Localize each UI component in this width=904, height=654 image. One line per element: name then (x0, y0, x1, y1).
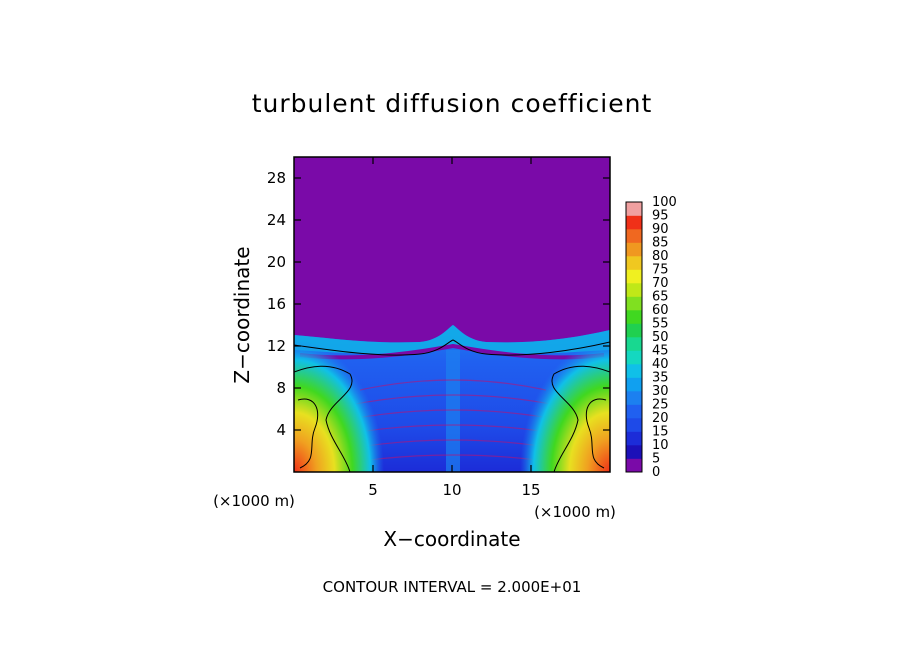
colorbar-label: 25 (652, 398, 669, 413)
plot-area (294, 157, 610, 472)
y-axis-title: Z−coordinate (230, 246, 254, 383)
left-edge-hotspot (294, 340, 384, 472)
contour-lines (294, 339, 610, 472)
chart-title: turbulent diffusion coefficient (252, 89, 653, 118)
colorbar-swatch (626, 337, 642, 351)
colorbar-swatch (626, 202, 642, 216)
x-tick-label: 5 (368, 481, 378, 499)
colorbar-label: 55 (652, 317, 669, 332)
colorbar-label: 75 (652, 263, 669, 278)
x-tick-label: 10 (442, 481, 461, 499)
central-plume (446, 350, 460, 472)
colorbar-label: 40 (652, 357, 669, 372)
colorbar-swatch (626, 283, 642, 297)
colorbar-label: 85 (652, 236, 669, 251)
colorbar-label: 80 (652, 249, 669, 264)
right-edge-hotspot (520, 340, 610, 472)
colorbar-swatch (626, 445, 642, 459)
y-tick-label: 20 (267, 253, 286, 271)
colorbar-label: 95 (652, 209, 669, 224)
y-tick-label: 16 (267, 295, 286, 313)
colorbar-label: 0 (652, 465, 660, 480)
colorbar-swatch (626, 323, 642, 338)
x-axis-title: X−coordinate (383, 527, 520, 551)
contour-interval-label: CONTOUR INTERVAL = 2.000E+01 (323, 578, 582, 596)
colorbar-swatch (626, 404, 642, 419)
colorbar-swatch (626, 256, 642, 270)
colorbar-swatch (626, 242, 642, 257)
colorbar-swatch (626, 431, 642, 446)
colorbar-swatch (626, 364, 642, 378)
colorbar-labels: 0510152025303540455055606570758085909510… (652, 195, 677, 480)
colorbar-label: 15 (652, 425, 669, 440)
colorbar-label: 50 (652, 330, 669, 345)
colorbar-label: 20 (652, 411, 669, 426)
y-tick-label: 8 (276, 379, 286, 397)
colorbar-swatch (626, 269, 642, 284)
colorbar-swatch (626, 377, 642, 392)
colorbar-swatch (626, 458, 642, 473)
colorbar-label: 45 (652, 344, 669, 359)
x-unit-right: (×1000 m) (534, 503, 616, 521)
colorbar-label: 65 (652, 290, 669, 305)
colorbar-swatch (626, 418, 642, 432)
colorbar-swatch (626, 229, 642, 243)
colorbar-swatch (626, 391, 642, 405)
colorbar-frame (625, 201, 643, 473)
colorbar-label: 30 (652, 384, 669, 399)
colorbar-label: 90 (652, 222, 669, 237)
colorbar-swatch (626, 215, 642, 230)
colorbar-label: 10 (652, 438, 669, 453)
y-axis-ticks: 4 8 12 16 20 24 28 (267, 169, 610, 439)
y-tick-label: 28 (267, 169, 286, 187)
y-tick-label: 4 (276, 421, 286, 439)
colorbar-label: 100 (652, 195, 677, 210)
colorbar-label: 5 (652, 452, 660, 467)
x-axis-ticks: 5 10 15 (368, 157, 541, 499)
colorbar-label: 35 (652, 371, 669, 386)
colorbar-swatch (626, 310, 642, 324)
y-tick-label: 24 (267, 211, 286, 229)
y-tick-label: 12 (267, 337, 286, 355)
colorbar (625, 201, 643, 473)
colorbar-swatch (626, 350, 642, 365)
colorbar-label: 60 (652, 303, 669, 318)
colorbar-label: 70 (652, 276, 669, 291)
x-unit-left: (×1000 m) (213, 492, 295, 510)
x-tick-label: 15 (521, 481, 540, 499)
colorbar-swatch (626, 296, 642, 311)
